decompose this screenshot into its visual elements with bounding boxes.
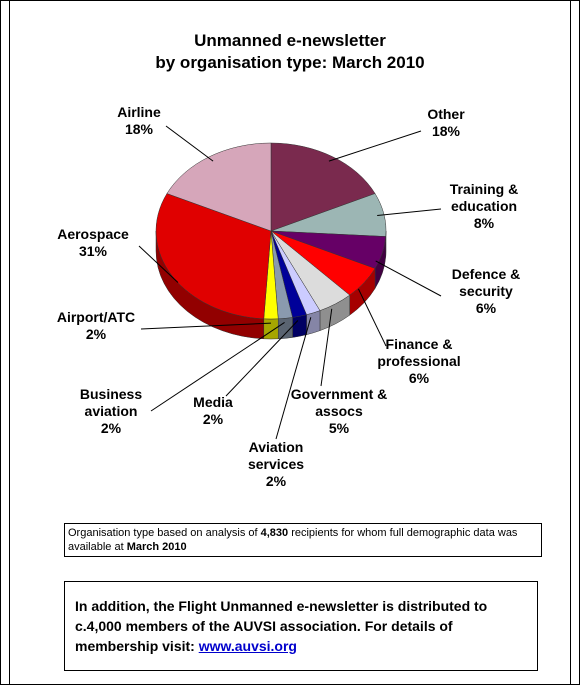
frame	[9, 1, 571, 684]
category-label: Defence & security	[451, 266, 521, 299]
slice-label: Government & assocs 5%	[289, 386, 389, 437]
slice-side	[263, 318, 279, 340]
slice-label: Airline 18%	[89, 104, 189, 138]
category-label: Aviation services	[247, 439, 305, 472]
info-box: In addition, the Flight Unmanned e-newsl…	[64, 581, 538, 671]
slice-label: Aviation services 2%	[226, 439, 326, 490]
leader-line	[150, 322, 285, 412]
chart-title: Unmanned e-newsletter	[194, 31, 386, 50]
value-label: 2%	[85, 326, 107, 342]
value-label: 8%	[473, 215, 495, 231]
slice-label: Aerospace 31%	[43, 226, 143, 260]
slice-label: Defence & security 6%	[436, 266, 536, 317]
leader-line	[165, 125, 214, 162]
leader-line	[275, 317, 312, 440]
info-link[interactable]: www.auvsi.org	[198, 638, 297, 654]
category-label: Airline	[117, 104, 161, 120]
chart-subtitle: by organisation type: March 2010	[155, 53, 425, 72]
category-label: Finance & professional	[377, 336, 461, 369]
slice-side	[292, 314, 307, 338]
note-count: 4,830	[260, 527, 289, 539]
value-label: 6%	[475, 300, 497, 316]
value-label: 31%	[78, 243, 108, 259]
value-label: 2%	[202, 411, 224, 427]
category-label: Media	[193, 394, 233, 410]
note-text: recipients for whom full demographic dat…	[68, 527, 518, 553]
value-label: 6%	[408, 370, 430, 386]
leader-line	[328, 130, 422, 162]
value-label: 2%	[100, 420, 122, 436]
info-text: In addition, the Flight Unmanned e-newsl…	[75, 598, 488, 654]
category-label: Training & education	[449, 181, 519, 214]
leader-line	[320, 308, 333, 387]
value-label: 2%	[265, 473, 287, 489]
category-label: Government & assocs	[290, 386, 388, 419]
slice	[155, 193, 272, 320]
value-label: 18%	[124, 121, 154, 137]
leader-line	[358, 288, 387, 347]
note-text: Organisation type based on analysis of	[68, 527, 261, 539]
slice	[270, 142, 376, 232]
category-label: Business aviation	[79, 386, 143, 419]
slice-label: Other 18%	[396, 106, 496, 140]
value-label: 18%	[431, 123, 461, 139]
slice-label: Finance & professional 6%	[369, 336, 469, 387]
category-label: Aerospace	[57, 226, 129, 242]
leader-line	[225, 320, 299, 397]
note-date: March 2010	[126, 541, 187, 553]
category-label: Other	[427, 106, 465, 122]
slice-label: Business aviation 2%	[61, 386, 161, 437]
category-label: Airport/ATC	[56, 309, 136, 325]
value-label: 5%	[328, 420, 350, 436]
slice	[166, 142, 272, 232]
slice-label: Media 2%	[163, 394, 263, 428]
leader-line	[140, 322, 272, 330]
chart	[138, 125, 442, 440]
slice-label: Training & education 8%	[434, 181, 534, 232]
leader-line	[138, 245, 179, 283]
leader-line	[377, 208, 442, 216]
slice-label: Airport/ATC 2%	[46, 309, 146, 343]
note: Organisation type based on analysis of 4…	[64, 523, 542, 557]
leader-line	[375, 260, 442, 297]
